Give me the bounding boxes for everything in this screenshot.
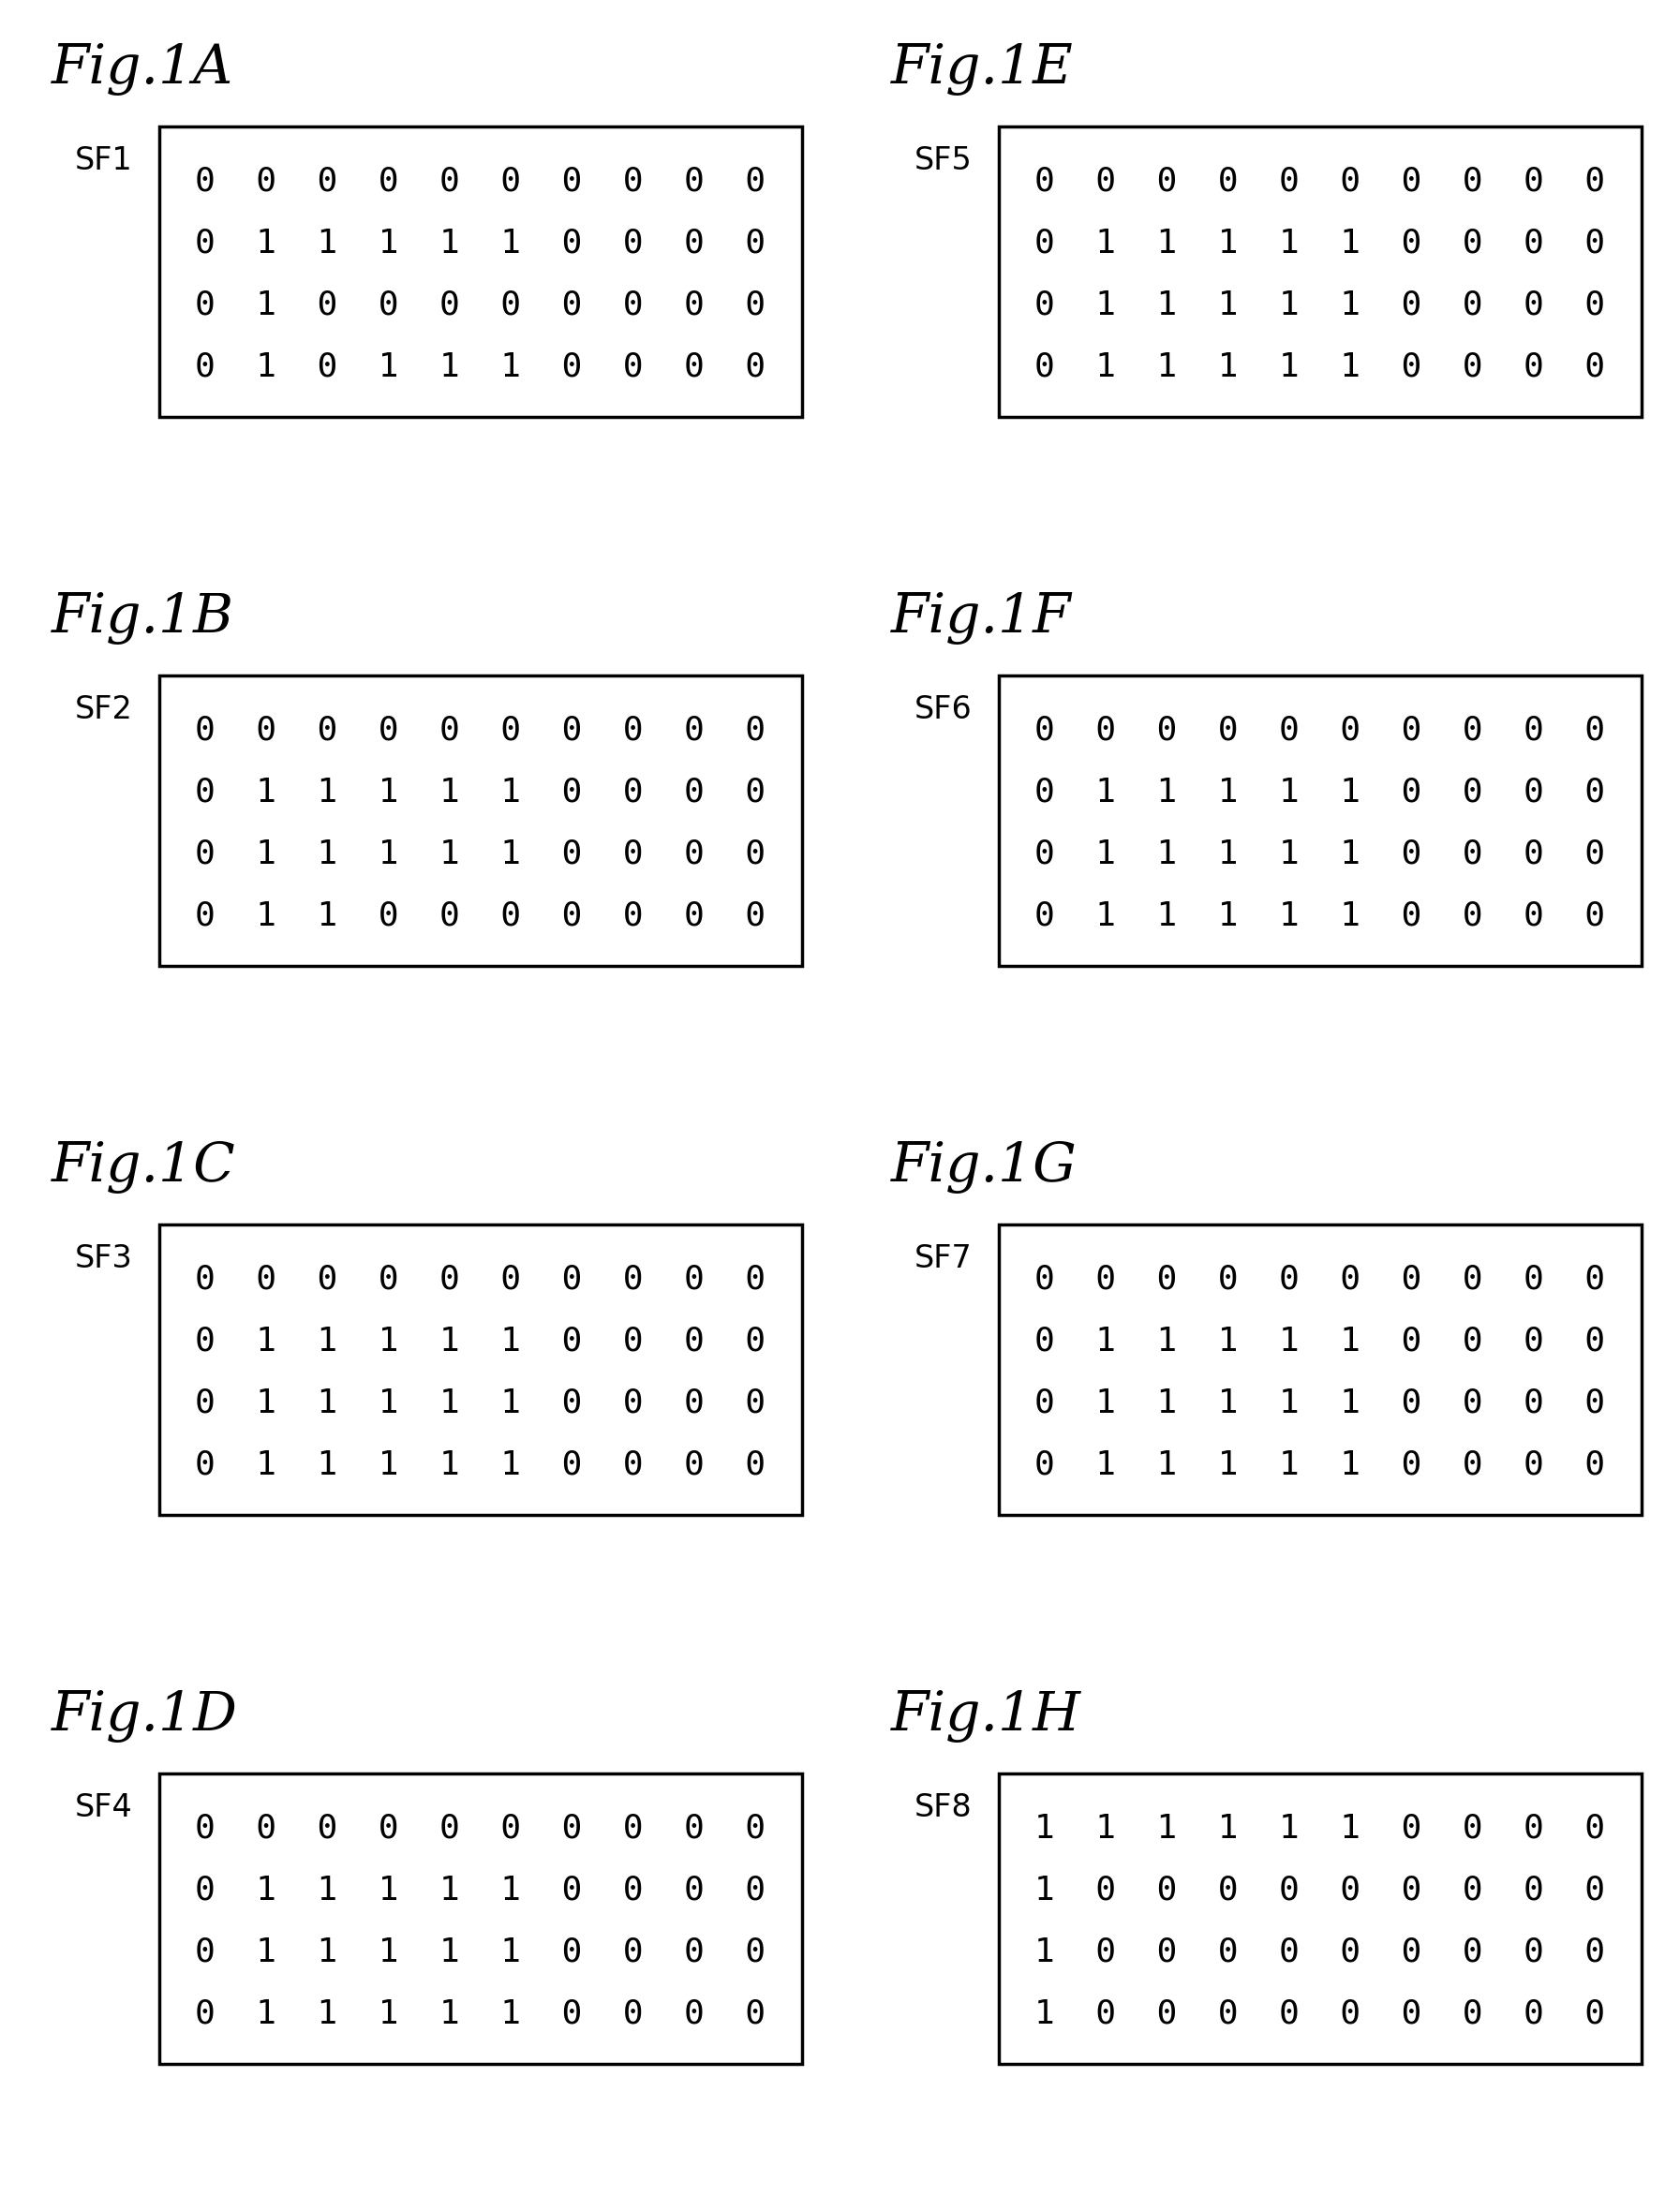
Text: 0  1  1  1  1  1  0  0  0  0: 0 1 1 1 1 1 0 0 0 0 bbox=[1035, 226, 1606, 259]
Text: 0  1  0  0  0  0  0  0  0  0: 0 1 0 0 0 0 0 0 0 0 bbox=[195, 290, 766, 321]
Text: 0  0  0  0  0  0  0  0  0  0: 0 0 0 0 0 0 0 0 0 0 bbox=[1035, 1263, 1606, 1296]
Text: 0  1  1  1  1  1  0  0  0  0: 0 1 1 1 1 1 0 0 0 0 bbox=[195, 1873, 766, 1906]
Text: 0  0  0  0  0  0  0  0  0  0: 0 0 0 0 0 0 0 0 0 0 bbox=[195, 714, 766, 747]
Text: 0  1  1  1  1  1  0  0  0  0: 0 1 1 1 1 1 0 0 0 0 bbox=[1035, 1449, 1606, 1480]
Text: 0  1  1  1  1  1  0  0  0  0: 0 1 1 1 1 1 0 0 0 0 bbox=[195, 1388, 766, 1419]
Text: SF7: SF7 bbox=[914, 1243, 973, 1274]
Text: 0  1  1  1  1  1  0  0  0  0: 0 1 1 1 1 1 0 0 0 0 bbox=[1035, 839, 1606, 870]
Text: 0  0  0  0  0  0  0  0  0  0: 0 0 0 0 0 0 0 0 0 0 bbox=[1035, 714, 1606, 747]
Text: SF5: SF5 bbox=[914, 145, 973, 176]
Text: Fig.1H: Fig.1H bbox=[890, 1689, 1082, 1741]
Text: Fig.1E: Fig.1E bbox=[890, 42, 1074, 94]
Text: 0  1  1  1  1  1  0  0  0  0: 0 1 1 1 1 1 0 0 0 0 bbox=[195, 1937, 766, 1968]
Text: 0  1  1  1  1  1  0  0  0  0: 0 1 1 1 1 1 0 0 0 0 bbox=[1035, 775, 1606, 808]
Text: 1  1  1  1  1  1  0  0  0  0: 1 1 1 1 1 1 0 0 0 0 bbox=[1035, 1812, 1606, 1845]
Text: Fig.1D: Fig.1D bbox=[52, 1689, 239, 1741]
Text: Fig.1G: Fig.1G bbox=[890, 1140, 1077, 1192]
Text: SF1: SF1 bbox=[76, 145, 133, 176]
Text: 0  0  0  0  0  0  0  0  0  0: 0 0 0 0 0 0 0 0 0 0 bbox=[195, 165, 766, 198]
Text: 0  1  1  1  1  1  0  0  0  0: 0 1 1 1 1 1 0 0 0 0 bbox=[195, 775, 766, 808]
Bar bbox=[1000, 1774, 1641, 2064]
Text: 0  1  1  1  1  1  0  0  0  0: 0 1 1 1 1 1 0 0 0 0 bbox=[1035, 900, 1606, 931]
Text: Fig.1F: Fig.1F bbox=[890, 591, 1072, 643]
Bar bbox=[1000, 1225, 1641, 1515]
Text: 1  0  0  0  0  0  0  0  0  0: 1 0 0 0 0 0 0 0 0 0 bbox=[1035, 1937, 1606, 1968]
Text: SF2: SF2 bbox=[76, 694, 133, 725]
Text: 0  1  1  1  1  1  0  0  0  0: 0 1 1 1 1 1 0 0 0 0 bbox=[1035, 290, 1606, 321]
Bar bbox=[160, 1774, 801, 2064]
Text: 0  1  1  1  1  1  0  0  0  0: 0 1 1 1 1 1 0 0 0 0 bbox=[195, 226, 766, 259]
Bar bbox=[1000, 127, 1641, 417]
Text: 0  1  1  1  1  1  0  0  0  0: 0 1 1 1 1 1 0 0 0 0 bbox=[1035, 1388, 1606, 1419]
Text: SF8: SF8 bbox=[914, 1792, 973, 1823]
Text: 0  1  0  1  1  1  0  0  0  0: 0 1 0 1 1 1 0 0 0 0 bbox=[195, 351, 766, 382]
Text: 1  0  0  0  0  0  0  0  0  0: 1 0 0 0 0 0 0 0 0 0 bbox=[1035, 1873, 1606, 1906]
Text: 0  0  0  0  0  0  0  0  0  0: 0 0 0 0 0 0 0 0 0 0 bbox=[1035, 165, 1606, 198]
Text: 1  0  0  0  0  0  0  0  0  0: 1 0 0 0 0 0 0 0 0 0 bbox=[1035, 1998, 1606, 2029]
Text: Fig.1B: Fig.1B bbox=[52, 591, 234, 643]
Text: 0  1  1  1  1  1  0  0  0  0: 0 1 1 1 1 1 0 0 0 0 bbox=[195, 1449, 766, 1480]
Text: 0  1  1  0  0  0  0  0  0  0: 0 1 1 0 0 0 0 0 0 0 bbox=[195, 900, 766, 931]
Text: Fig.1C: Fig.1C bbox=[52, 1140, 235, 1192]
Text: Fig.1A: Fig.1A bbox=[52, 42, 234, 94]
Text: 0  1  1  1  1  1  0  0  0  0: 0 1 1 1 1 1 0 0 0 0 bbox=[1035, 1324, 1606, 1357]
Bar bbox=[1000, 676, 1641, 966]
Text: 0  1  1  1  1  1  0  0  0  0: 0 1 1 1 1 1 0 0 0 0 bbox=[195, 839, 766, 870]
Bar bbox=[160, 1225, 801, 1515]
Text: 0  1  1  1  1  1  0  0  0  0: 0 1 1 1 1 1 0 0 0 0 bbox=[195, 1998, 766, 2029]
Text: 0  0  0  0  0  0  0  0  0  0: 0 0 0 0 0 0 0 0 0 0 bbox=[195, 1812, 766, 1845]
Bar bbox=[160, 676, 801, 966]
Text: 0  1  1  1  1  1  0  0  0  0: 0 1 1 1 1 1 0 0 0 0 bbox=[195, 1324, 766, 1357]
Text: 0  1  1  1  1  1  0  0  0  0: 0 1 1 1 1 1 0 0 0 0 bbox=[1035, 351, 1606, 382]
Text: SF6: SF6 bbox=[914, 694, 973, 725]
Text: SF4: SF4 bbox=[76, 1792, 133, 1823]
Text: SF3: SF3 bbox=[76, 1243, 133, 1274]
Bar bbox=[160, 127, 801, 417]
Text: 0  0  0  0  0  0  0  0  0  0: 0 0 0 0 0 0 0 0 0 0 bbox=[195, 1263, 766, 1296]
